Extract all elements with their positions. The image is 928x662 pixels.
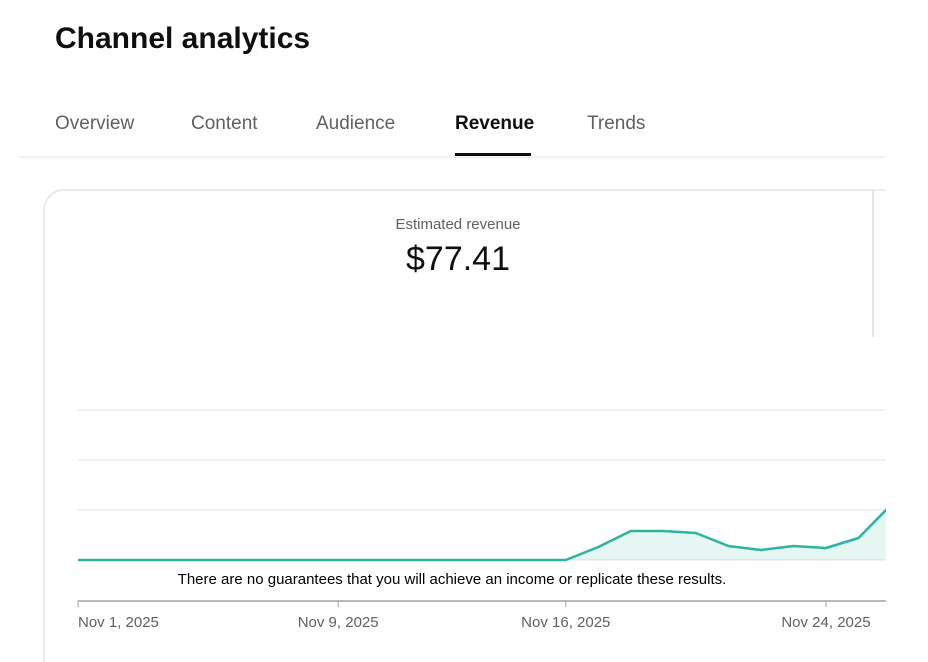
line xyxy=(78,508,886,562)
x-tick-label: Nov 9, 2025 xyxy=(298,614,379,631)
plot xyxy=(77,409,886,607)
card-border xyxy=(43,189,886,662)
area xyxy=(78,510,886,560)
tab[interactable]: Trends xyxy=(587,113,645,134)
metric-label: Estimated revenue xyxy=(395,216,520,233)
tab[interactable]: Content xyxy=(191,113,258,134)
tab-underline xyxy=(455,153,531,156)
disclaimer: There are no guarantees that you will ac… xyxy=(178,571,727,588)
tab[interactable]: Overview xyxy=(55,113,134,134)
tab[interactable]: Audience xyxy=(316,113,395,134)
tab-active[interactable]: Revenue xyxy=(455,113,534,134)
metric-value: $77.41 xyxy=(406,240,510,278)
x-tick-label: Nov 1, 2025 xyxy=(78,614,159,631)
x-tick-label: Nov 24, 2025 xyxy=(781,614,870,631)
page-title: Channel analytics xyxy=(55,22,310,55)
x-tick-label: Nov 16, 2025 xyxy=(521,614,610,631)
